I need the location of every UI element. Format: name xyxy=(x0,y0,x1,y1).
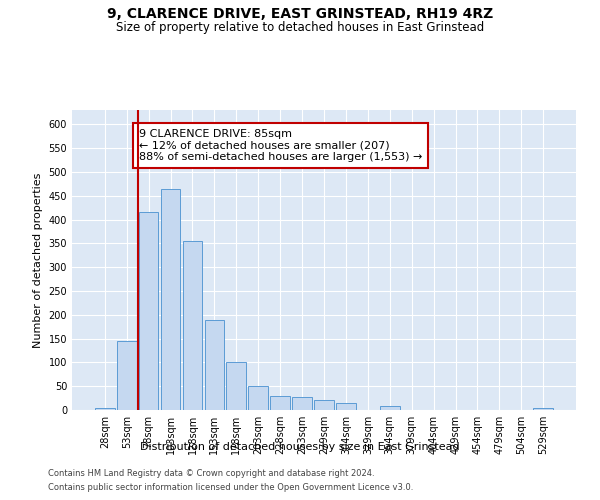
Bar xyxy=(270,396,290,410)
Text: Size of property relative to detached houses in East Grinstead: Size of property relative to detached ho… xyxy=(116,21,484,34)
Bar xyxy=(336,404,356,410)
Text: Distribution of detached houses by size in East Grinstead: Distribution of detached houses by size … xyxy=(140,442,460,452)
Bar xyxy=(117,341,137,410)
Bar xyxy=(182,241,202,410)
Text: Contains HM Land Registry data © Crown copyright and database right 2024.: Contains HM Land Registry data © Crown c… xyxy=(48,468,374,477)
Text: 9 CLARENCE DRIVE: 85sqm
← 12% of detached houses are smaller (207)
88% of semi-d: 9 CLARENCE DRIVE: 85sqm ← 12% of detache… xyxy=(139,129,422,162)
Bar xyxy=(95,408,115,410)
Text: Contains public sector information licensed under the Open Government Licence v3: Contains public sector information licen… xyxy=(48,484,413,492)
Text: 9, CLARENCE DRIVE, EAST GRINSTEAD, RH19 4RZ: 9, CLARENCE DRIVE, EAST GRINSTEAD, RH19 … xyxy=(107,8,493,22)
Bar xyxy=(292,396,312,410)
Bar xyxy=(380,406,400,410)
Bar xyxy=(533,408,553,410)
Y-axis label: Number of detached properties: Number of detached properties xyxy=(33,172,43,348)
Bar xyxy=(314,400,334,410)
Bar xyxy=(139,212,158,410)
Bar xyxy=(248,386,268,410)
Bar xyxy=(161,188,181,410)
Bar xyxy=(205,320,224,410)
Bar xyxy=(226,362,246,410)
